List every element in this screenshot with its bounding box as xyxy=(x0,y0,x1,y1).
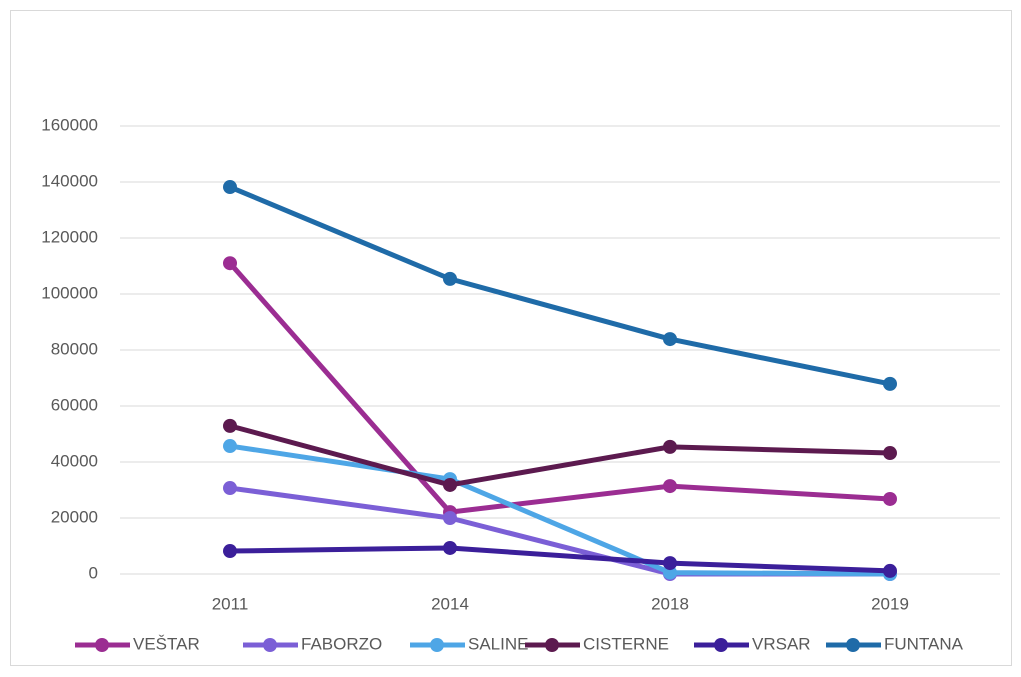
series-marker xyxy=(223,418,237,433)
y-tick-label: 120000 xyxy=(41,227,98,246)
series-line xyxy=(229,443,891,577)
series-line xyxy=(229,545,891,574)
legend-label: VRSAR xyxy=(752,634,811,653)
series-marker xyxy=(223,439,237,454)
legend-label: VEŠTAR xyxy=(133,634,200,653)
x-tick-label: 2014 xyxy=(431,594,469,613)
legend-marker xyxy=(95,638,109,652)
legend-label: FABORZO xyxy=(301,634,382,653)
legend-label: FUNTANA xyxy=(884,634,964,653)
series-marker xyxy=(443,511,457,525)
legend-label: CISTERNE xyxy=(583,634,669,653)
series-marker xyxy=(663,332,677,347)
y-tick-label: 60000 xyxy=(51,395,98,414)
y-tick-label: 0 xyxy=(89,563,98,582)
x-tick-label: 2018 xyxy=(651,594,689,613)
series-marker xyxy=(443,477,457,492)
y-tick-label: 160000 xyxy=(41,115,98,134)
y-tick-label: 100000 xyxy=(41,283,98,302)
series-line xyxy=(228,261,891,515)
legend-marker xyxy=(545,638,559,652)
series-marker xyxy=(223,481,237,496)
legend-marker xyxy=(263,638,277,652)
x-tick-label: 2019 xyxy=(871,594,909,613)
series-marker xyxy=(443,540,457,555)
series-marker xyxy=(223,544,237,559)
series-marker xyxy=(663,556,677,571)
y-tick-label: 20000 xyxy=(51,507,98,526)
legend-marker xyxy=(714,638,728,652)
series-marker xyxy=(663,479,677,494)
legend-marker xyxy=(846,638,860,652)
y-tick-label: 80000 xyxy=(51,339,98,358)
series-marker xyxy=(883,376,897,391)
chart-border xyxy=(10,10,1012,666)
series-marker xyxy=(223,256,237,271)
series-marker xyxy=(883,446,897,461)
series-marker xyxy=(883,491,897,506)
series-marker xyxy=(443,271,457,286)
legend-marker xyxy=(430,638,444,652)
y-tick-label: 40000 xyxy=(51,451,98,470)
series-line xyxy=(229,423,891,488)
series-marker xyxy=(663,439,677,454)
y-tick-label: 140000 xyxy=(41,171,98,190)
series-marker xyxy=(223,180,237,195)
series-marker xyxy=(883,563,897,578)
legend-label: SALINE xyxy=(468,634,528,653)
series-line xyxy=(229,184,891,387)
x-tick-label: 2011 xyxy=(212,594,249,613)
